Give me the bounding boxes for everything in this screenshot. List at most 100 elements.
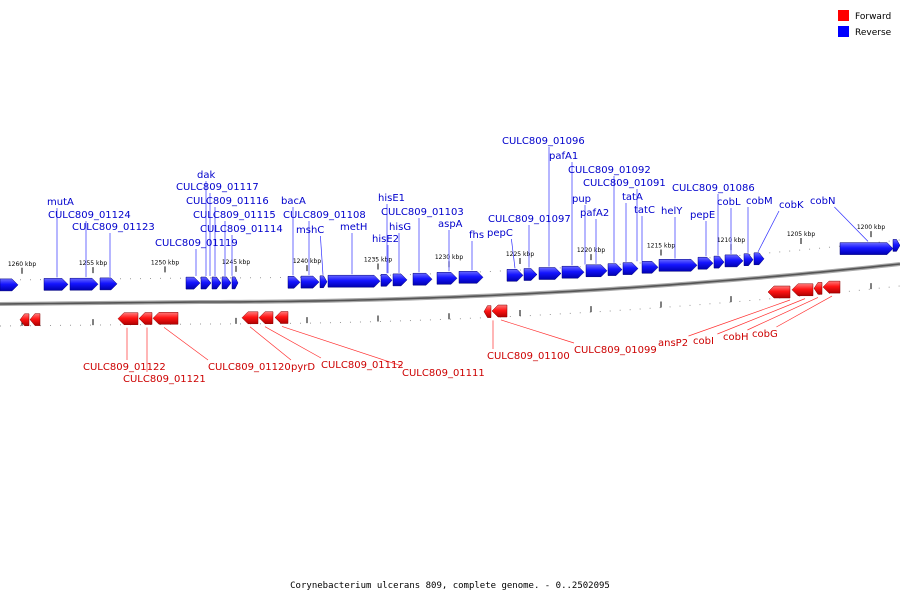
reverse-gene-arrow [185, 276, 201, 290]
callout-line [747, 297, 819, 331]
forward-gene-label: CULC809_01111 [402, 368, 485, 379]
forward-gene-label: cobH [723, 332, 748, 343]
reverse-gene-label: cobK [779, 200, 804, 211]
reverse-gene-arrow [523, 268, 538, 281]
reverse-gene-label: aspA [438, 219, 463, 230]
callout-line [500, 319, 575, 344]
tick-label: 1215 kbp [647, 243, 675, 250]
callout-line [264, 326, 322, 359]
tick-label: 1245 kbp [222, 259, 250, 266]
forward-gene-label: cobG [752, 329, 778, 340]
callout-line [163, 327, 209, 361]
reverse-gene-label: tatC [634, 205, 655, 216]
forward-gene-label: CULC809_01100 [487, 351, 570, 362]
forward-gene-label: cobI [693, 336, 714, 347]
reverse-gene-label: CULC809_01124 [48, 210, 131, 221]
legend: Forward Reverse [838, 10, 892, 38]
forward-gene-arrow [813, 282, 823, 295]
reverse-gene-arrow [538, 267, 562, 280]
tick-label: 1240 kbp [293, 258, 321, 265]
reverse-gene-label: hisG [389, 222, 411, 233]
reverse-gene-arrow [99, 277, 118, 291]
reverse-gene-arrow [200, 276, 212, 290]
callout-line [320, 235, 324, 275]
reverse-gene-arrow [221, 276, 232, 290]
forward-gene-label: CULC809_01112 [321, 360, 404, 371]
forward-gene-arrow [483, 305, 492, 318]
reverse-gene-label: pepC [487, 228, 513, 239]
callout-line [757, 210, 780, 253]
forward-gene-arrow [491, 304, 508, 318]
reverse-gene-label: CULC809_01114 [200, 224, 283, 235]
reverse-gene-label: hisE2 [372, 234, 399, 245]
forward-gene-arrow [152, 312, 179, 325]
tick-label: 1250 kbp [151, 259, 179, 266]
reverse-gene-arrow [287, 276, 301, 289]
reverse-gene-arrow [436, 272, 458, 285]
tick-label: 1205 kbp [787, 231, 815, 238]
forward-gene-arrow [138, 312, 153, 325]
reverse-gene-label: fhs [469, 230, 484, 241]
reverse-gene-arrow [69, 277, 99, 291]
reverse-gene-label: CULC809_01108 [283, 210, 366, 221]
callout-line [776, 295, 833, 328]
reverse-gene-arrow [658, 259, 698, 272]
backbone-line [0, 263, 900, 305]
callout-line [281, 326, 403, 367]
forward-gene-label: pyrD [291, 362, 315, 373]
reverse-swatch [838, 26, 849, 37]
reverse-gene-arrow [300, 275, 320, 289]
reverse-gene-label: dak [197, 170, 215, 181]
reverse-gene-label: cobN [810, 196, 835, 207]
reverse-gene-arrow [392, 273, 408, 287]
forward-gene-arrow [117, 312, 139, 325]
reverse-gene-label: helY [661, 206, 683, 217]
gene-arrows [0, 239, 900, 327]
forward-gene-arrow [767, 285, 791, 299]
reverse-gene-label: CULC809_01097 [488, 214, 571, 225]
reverse-gene-label: CULC809_01096 [502, 136, 585, 147]
forward-gene-arrow [791, 283, 814, 297]
reverse-gene-label: bacA [281, 196, 306, 207]
tick-label: 1235 kbp [364, 257, 392, 264]
reverse-gene-label: mshC [296, 225, 324, 236]
reverse-gene-arrow [724, 254, 744, 268]
reverse-gene-label: pepE [690, 210, 715, 221]
reverse-gene-label: CULC809_01092 [568, 165, 651, 176]
reverse-gene-arrow [753, 252, 765, 266]
reverse-gene-arrow [0, 278, 19, 292]
reverse-gene-label: pup [572, 194, 591, 205]
forward-gene-arrow [19, 313, 30, 327]
forward-gene-label: CULC809_01122 [83, 362, 166, 373]
tick-label: 1225 kbp [506, 251, 534, 258]
reverse-gene-arrow [585, 264, 608, 278]
reverse-gene-label: mutA [47, 197, 74, 208]
forward-gene-arrow [258, 311, 274, 324]
reverse-gene-label: CULC809_01091 [583, 178, 666, 189]
reverse-gene-label: hisE1 [378, 193, 405, 204]
forward-gene-arrow [241, 311, 259, 325]
reverse-gene-arrow [380, 274, 393, 287]
reverse-gene-arrow [319, 275, 328, 289]
reverse-gene-label: cobL [717, 197, 741, 208]
reverse-gene-label: metH [340, 222, 367, 233]
forward-gene-label: ansP2 [658, 338, 688, 349]
forward-gene-arrow [274, 311, 289, 324]
forward-gene-arrow [822, 280, 841, 294]
reverse-gene-arrow [561, 265, 585, 279]
reverse-gene-label: tatA [622, 192, 643, 203]
reverse-gene-arrow [412, 272, 433, 286]
forward-legend-label: Forward [855, 12, 891, 22]
reverse-gene-label: pafA2 [580, 208, 609, 219]
reverse-gene-label: CULC809_01119 [155, 238, 238, 249]
reverse-gene-arrow [211, 276, 222, 290]
gene-callout-lines [56, 147, 869, 372]
callout-line [688, 299, 791, 337]
callout-line [834, 206, 869, 242]
reverse-gene-arrow [43, 278, 69, 291]
reverse-gene-label: CULC809_01103 [381, 207, 464, 218]
tick-label: 1260 kbp [8, 261, 36, 268]
tick-label: 1200 kbp [857, 224, 885, 231]
reverse-legend-label: Reverse [855, 28, 892, 38]
